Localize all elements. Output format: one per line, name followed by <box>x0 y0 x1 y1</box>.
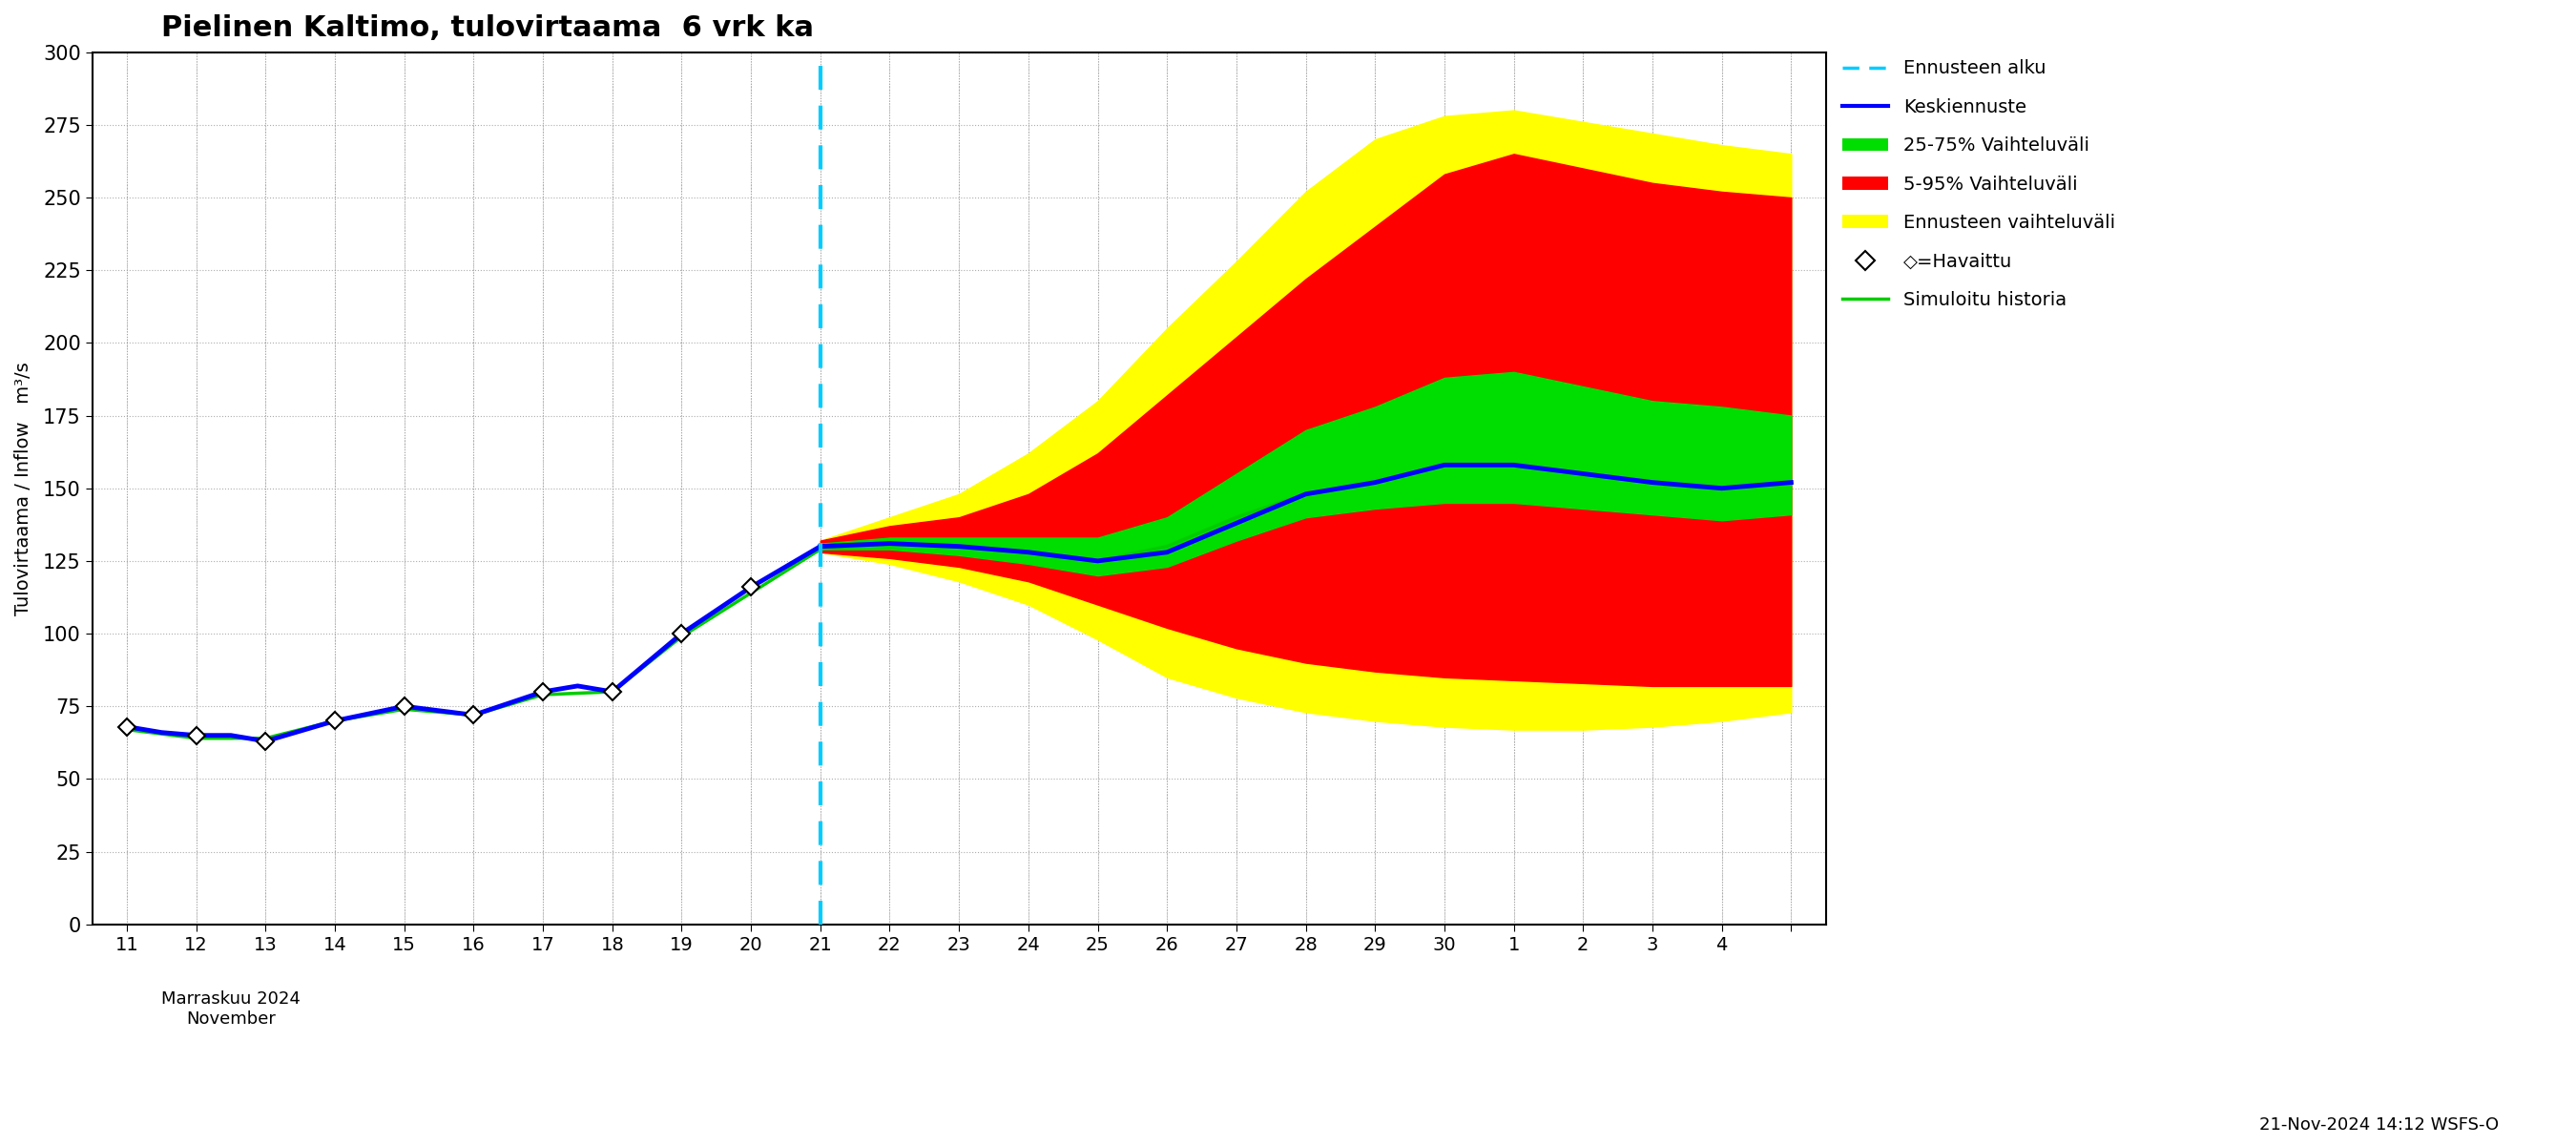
Text: Marraskuu 2024
November: Marraskuu 2024 November <box>162 990 301 1028</box>
Text: Pielinen Kaltimo, tulovirtaama  6 vrk ka: Pielinen Kaltimo, tulovirtaama 6 vrk ka <box>162 14 814 42</box>
Legend: Ennusteen alku, Keskiennuste, 25-75% Vaihteluväli, 5-95% Vaihteluväli, Ennusteen: Ennusteen alku, Keskiennuste, 25-75% Vai… <box>1834 53 2123 316</box>
Y-axis label: Tulovirtaama / Inflow   m³/s: Tulovirtaama / Inflow m³/s <box>15 362 33 615</box>
Text: 21-Nov-2024 14:12 WSFS-O: 21-Nov-2024 14:12 WSFS-O <box>2259 1116 2499 1134</box>
